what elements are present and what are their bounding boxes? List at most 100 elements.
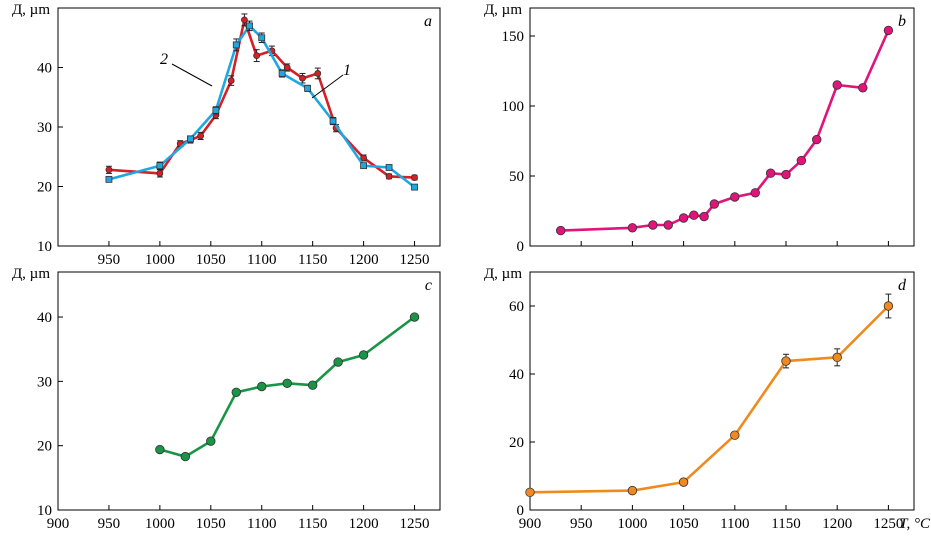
y-tick-label: 30 (37, 120, 52, 136)
data-point (832, 352, 842, 363)
data-point (750, 188, 760, 198)
series-tag-1: 1 (343, 62, 351, 79)
x-tick-label: 1100 (720, 516, 749, 532)
data-point (278, 70, 286, 77)
x-tick-label: 900 (519, 516, 542, 532)
leader-line-series-1 (311, 74, 344, 99)
data-point (155, 444, 165, 455)
y-axis-label: Д, µm (484, 2, 522, 18)
data-point (525, 487, 535, 498)
data-point (765, 168, 776, 178)
x-tick-label: 1050 (669, 516, 699, 532)
plot-frame (529, 271, 915, 511)
data-point (231, 387, 241, 397)
data-point (678, 213, 689, 223)
y-tick-label: 20 (37, 180, 52, 196)
data-point (360, 154, 368, 162)
data-point (411, 183, 418, 191)
data-point (180, 451, 191, 462)
data-point (246, 22, 253, 30)
y-tick-label: 40 (37, 310, 52, 326)
data-point (258, 34, 266, 42)
data-point (257, 381, 267, 392)
panel-letter: c (425, 277, 432, 294)
data-point (197, 132, 205, 140)
x-axis-label: T, °C (899, 516, 931, 532)
data-point (730, 192, 740, 202)
x-tick-label: 1000 (145, 252, 175, 268)
panel-c: Д, µm c 10 20 30 40 900 950 1000 1050 1100 1150 1200… (12, 266, 441, 532)
data-point (385, 172, 393, 180)
series-2 (105, 20, 418, 191)
y-tick-label: 60 (509, 299, 524, 315)
panel-d: Д, µm d 0 20 40 60 900 950 1000 1050 1100 1150 1200 1… (484, 266, 931, 532)
data-point (360, 162, 368, 170)
x-tick-label: 1100 (247, 252, 276, 268)
x-tick-label: 1200 (349, 516, 379, 532)
data-point (299, 74, 306, 82)
data-point (648, 220, 658, 230)
y-tick-label: 100 (502, 99, 525, 115)
x-tick-label: 950 (98, 516, 121, 532)
x-tick-label: 1250 (400, 516, 430, 532)
data-point (409, 312, 420, 322)
x-tick-label: 1000 (145, 516, 175, 532)
data-point (781, 356, 791, 366)
x-tick-label: 1200 (822, 516, 852, 532)
y-tick-label: 0 (517, 239, 525, 255)
series-1 (556, 25, 894, 236)
data-point (781, 169, 791, 180)
data-point (709, 199, 720, 209)
y-tick-label: 40 (509, 367, 524, 383)
series-line (560, 29, 890, 232)
data-point (883, 25, 894, 36)
y-tick-label: 10 (37, 503, 52, 519)
data-point (212, 106, 220, 114)
data-point (253, 52, 261, 59)
x-tick-label: 1050 (196, 516, 226, 532)
data-point (663, 220, 673, 230)
data-point (304, 84, 311, 92)
data-point (730, 430, 740, 440)
x-tick-label: 1100 (247, 516, 276, 532)
y-tick-label: 50 (509, 169, 524, 185)
y-tick-label: 150 (502, 29, 525, 45)
x-tick-label: 1150 (298, 252, 327, 268)
y-tick-label: 40 (37, 61, 52, 77)
data-point (283, 64, 291, 71)
plot-frame (57, 271, 441, 511)
data-point (689, 210, 699, 220)
data-point (627, 485, 638, 496)
series-line (108, 18, 415, 179)
panel-letter: b (898, 13, 906, 30)
data-point (105, 166, 113, 174)
data-point (187, 135, 194, 143)
data-point (314, 70, 322, 77)
data-point (156, 170, 164, 177)
data-point (385, 164, 393, 171)
data-point (333, 357, 343, 367)
data-point (105, 175, 113, 183)
x-tick-label: 950 (98, 252, 121, 268)
x-tick-label: 1050 (196, 252, 226, 268)
x-tick-label: 1150 (298, 516, 327, 532)
x-tick-label: 1200 (349, 252, 379, 268)
data-point (678, 477, 689, 487)
data-point (206, 436, 216, 446)
x-tick-label: 900 (47, 516, 70, 532)
data-point (812, 134, 822, 145)
panel-letter: d (898, 277, 907, 294)
data-point (627, 223, 638, 233)
y-axis-label: Д, µm (12, 2, 50, 18)
series-tag-2: 2 (160, 51, 168, 68)
y-tick-label: 20 (37, 439, 52, 455)
x-tick-label: 1250 (400, 252, 430, 268)
data-point (232, 41, 240, 49)
data-point (883, 301, 894, 311)
data-point (282, 378, 292, 388)
data-point (858, 83, 868, 93)
plot-frame (57, 7, 441, 247)
data-point (411, 174, 418, 181)
y-tick-label: 10 (37, 239, 52, 255)
